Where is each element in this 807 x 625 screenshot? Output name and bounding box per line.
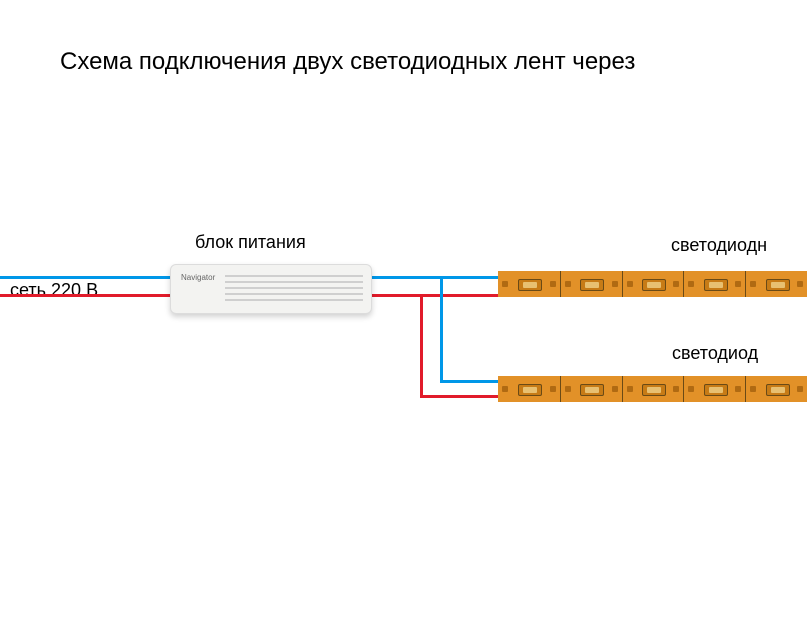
- wire-out-neutral-1: [370, 276, 498, 279]
- wire-out-neutral-2: [440, 380, 498, 383]
- led-segment: [498, 271, 560, 297]
- led-strip-2: [498, 376, 807, 402]
- psu-label: блок питания: [195, 232, 306, 253]
- mains-label: сеть 220 В: [10, 280, 98, 301]
- wire-out-neutral-drop: [440, 276, 443, 383]
- led-segment: [683, 271, 745, 297]
- wire-mains-neutral: [0, 276, 170, 279]
- power-supply: Navigator: [170, 264, 372, 314]
- led-segment: [560, 271, 622, 297]
- wire-out-live-drop: [420, 294, 423, 398]
- wire-out-live-2: [420, 395, 498, 398]
- led-segment: [683, 376, 745, 402]
- wire-mains-live: [0, 294, 170, 297]
- psu-brand-text: Navigator: [181, 273, 215, 282]
- diagram-title: Схема подключения двух светодиодных лент…: [60, 48, 635, 76]
- led-segment: [622, 376, 684, 402]
- led-segment: [560, 376, 622, 402]
- psu-spec-lines: [225, 271, 363, 307]
- led-segment: [745, 376, 807, 402]
- wire-out-live-1: [370, 294, 498, 297]
- strip1-label: светодиодн: [671, 235, 767, 256]
- led-strip-1: [498, 271, 807, 297]
- strip2-label: светодиод: [672, 343, 758, 364]
- led-segment: [498, 376, 560, 402]
- diagram-stage: Схема подключения двух светодиодных лент…: [0, 0, 807, 625]
- led-segment: [622, 271, 684, 297]
- led-segment: [745, 271, 807, 297]
